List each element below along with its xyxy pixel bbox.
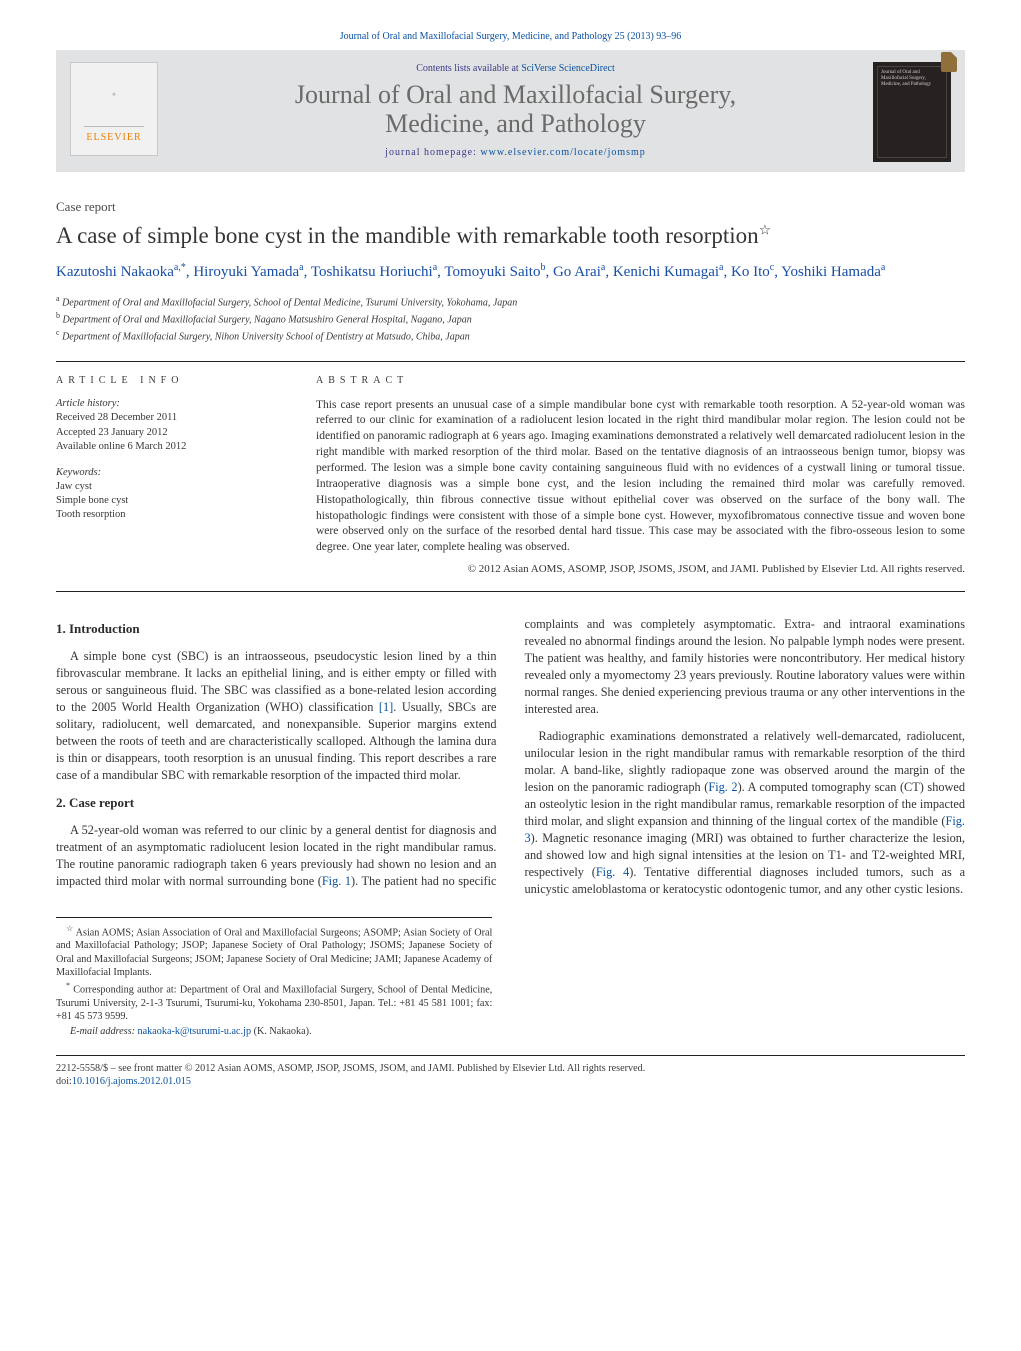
keywords-group: Keywords: Jaw cyst Simple bone cyst Toot…: [56, 466, 286, 523]
article-info-box: article info Article history: Received 2…: [56, 361, 965, 593]
abstract-block: abstract This case report presents an un…: [316, 374, 965, 578]
author-name: Ko Ito: [731, 264, 770, 280]
footnote-star: ☆ Asian AOMS; Asian Association of Oral …: [56, 924, 492, 979]
header-center: Contents lists available at SciVerse Sci…: [172, 62, 859, 160]
title-note-star: ☆: [759, 223, 772, 238]
article-type: Case report: [56, 198, 965, 216]
article-info-left: article info Article history: Received 2…: [56, 374, 286, 578]
author-affil-sup: a: [299, 262, 303, 273]
affiliation-c: c Department of Maxillofacial Surgery, N…: [56, 327, 965, 344]
affiliation-b-text: Department of Oral and Maxillofacial Sur…: [63, 314, 472, 325]
author-name: Toshikatsu Horiuchi: [311, 264, 433, 280]
footnote-corresponding: * Corresponding author at: Department of…: [56, 981, 492, 1023]
history-online: Available online 6 March 2012: [56, 440, 286, 454]
affiliation-a: a Department of Oral and Maxillofacial S…: [56, 293, 965, 310]
figure-link[interactable]: Fig. 4: [596, 865, 629, 879]
keyword-item: Simple bone cyst: [56, 494, 286, 508]
affiliation-b: b Department of Oral and Maxillofacial S…: [56, 310, 965, 327]
authors-line: Kazutoshi Nakaokaa,*, Hiroyuki Yamadaa, …: [56, 261, 965, 282]
journal-title: Journal of Oral and Maxillofacial Surger…: [172, 81, 859, 138]
author-name: Go Arai: [553, 264, 601, 280]
intro-paragraph: A simple bone cyst (SBC) is an intraosse…: [56, 648, 497, 784]
history-received: Received 28 December 2011: [56, 411, 286, 425]
abstract-text: This case report presents an unusual cas…: [316, 398, 965, 557]
author-name: Tomoyuki Saito: [444, 264, 540, 280]
history-accepted: Accepted 23 January 2012: [56, 426, 286, 440]
case-paragraph-2: Radiographic examinations demonstrated a…: [525, 728, 966, 898]
journal-homepage: journal homepage: www.elsevier.com/locat…: [172, 146, 859, 160]
author-affil-sup: a: [719, 262, 723, 273]
abstract-copyright: © 2012 Asian AOMS, ASOMP, JSOP, JSOMS, J…: [316, 562, 965, 577]
author-affil-sup: c: [770, 262, 774, 273]
elsevier-brand: ELSEVIER: [86, 131, 141, 145]
figure-link[interactable]: Fig. 3: [525, 814, 966, 845]
bookmark-icon: [941, 52, 957, 72]
footnotes: ☆ Asian AOMS; Asian Association of Oral …: [56, 917, 492, 1039]
author-affil-sup: b: [540, 262, 545, 273]
section-heading-intro: 1. Introduction: [56, 620, 497, 638]
author-name: Kazutoshi Nakaoka: [56, 264, 174, 280]
issn-line: 2212-5558/$ – see front matter © 2012 As…: [56, 1062, 965, 1075]
article-title: A case of simple bone cyst in the mandib…: [56, 223, 965, 249]
keyword-item: Jaw cyst: [56, 480, 286, 494]
ref-link[interactable]: [1]: [379, 700, 393, 714]
figure-link[interactable]: Fig. 1: [322, 874, 351, 888]
figure-link[interactable]: Fig. 2: [708, 780, 737, 794]
running-head-link[interactable]: Journal of Oral and Maxillofacial Surger…: [340, 31, 682, 42]
abstract-heading: abstract: [316, 374, 965, 388]
article-body: 1. Introduction A simple bone cyst (SBC)…: [56, 616, 965, 899]
author-name: Yoshiki Hamada: [781, 264, 881, 280]
page: Journal of Oral and Maxillofacial Surger…: [0, 0, 1021, 1108]
article-title-text: A case of simple bone cyst in the mandib…: [56, 223, 759, 248]
email-link[interactable]: nakaoka-k@tsurumi-u.ac.jp: [138, 1026, 252, 1037]
footnote-email: E-mail address: nakaoka-k@tsurumi-u.ac.j…: [56, 1025, 492, 1038]
journal-cover-thumb: Journal of Oral and Maxillofacial Surger…: [873, 62, 951, 162]
email-label: E-mail address:: [70, 1026, 138, 1037]
email-who: (K. Nakaoka).: [254, 1026, 312, 1037]
author-name: Hiroyuki Yamada: [193, 264, 299, 280]
journal-title-line1: Journal of Oral and Maxillofacial Surger…: [295, 80, 736, 109]
elsevier-tree-icon: [84, 73, 144, 127]
history-label: Article history:: [56, 397, 286, 411]
author-affil-sup: a: [601, 262, 605, 273]
keyword-item: Tooth resorption: [56, 508, 286, 522]
cover-text: Journal of Oral and Maxillofacial Surger…: [877, 66, 947, 158]
homepage-link[interactable]: www.elsevier.com/locate/jomsmp: [480, 147, 645, 158]
keywords-label: Keywords:: [56, 466, 286, 480]
doi-label: doi:: [56, 1076, 72, 1087]
homepage-label: journal homepage:: [385, 147, 480, 158]
contents-line: Contents lists available at SciVerse Sci…: [172, 62, 859, 76]
history-group: Article history: Received 28 December 20…: [56, 397, 286, 454]
corr-label: Corresponding author at:: [73, 985, 180, 996]
contents-prefix: Contents lists available at: [416, 63, 521, 74]
affiliation-a-text: Department of Oral and Maxillofacial Sur…: [62, 297, 517, 308]
author-affil-sup: a: [881, 262, 885, 273]
section-heading-case: 2. Case report: [56, 794, 497, 812]
bottom-bar: 2212-5558/$ – see front matter © 2012 As…: [56, 1055, 965, 1089]
footnote-star-text: Asian AOMS; Asian Association of Oral an…: [56, 927, 492, 978]
journal-header: ELSEVIER Contents lists available at Sci…: [56, 50, 965, 172]
author-affil-sup: a,*: [174, 262, 186, 273]
affiliations: a Department of Oral and Maxillofacial S…: [56, 293, 965, 345]
journal-title-line2: Medicine, and Pathology: [385, 109, 646, 138]
sciencedirect-link[interactable]: SciVerse ScienceDirect: [521, 63, 615, 74]
elsevier-logo: ELSEVIER: [70, 62, 158, 156]
doi-link[interactable]: 10.1016/j.ajoms.2012.01.015: [72, 1076, 191, 1087]
affiliation-c-text: Department of Maxillofacial Surgery, Nih…: [62, 332, 470, 343]
running-head: Journal of Oral and Maxillofacial Surger…: [56, 30, 965, 44]
article-info-heading: article info: [56, 374, 286, 388]
author-name: Kenichi Kumagai: [613, 264, 719, 280]
doi-line: doi:10.1016/j.ajoms.2012.01.015: [56, 1075, 965, 1088]
author-affil-sup: a: [433, 262, 437, 273]
